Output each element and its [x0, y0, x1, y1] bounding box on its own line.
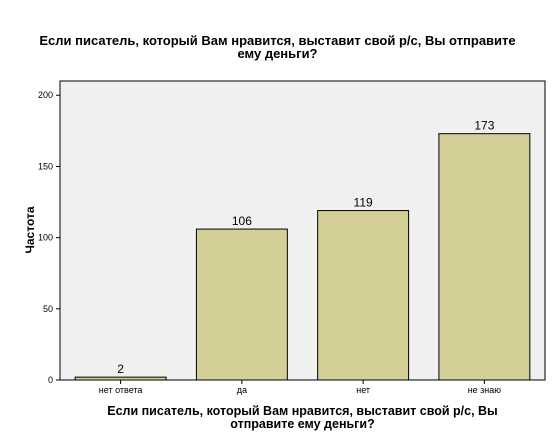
y-tick-label: 50	[43, 304, 53, 314]
bar-value-label: 2	[117, 362, 124, 376]
y-tick-label: 0	[48, 375, 53, 385]
y-tick-label: 100	[38, 233, 53, 243]
x-tick-label: нет	[356, 385, 370, 395]
y-tick-label: 200	[38, 90, 53, 100]
chart-title: Если писатель, который Вам нравится, выс…	[0, 34, 555, 60]
bar-0	[74, 376, 167, 381]
x-tick-label: да	[237, 385, 247, 395]
bar-1	[195, 228, 288, 381]
x-tick-label: не знаю	[468, 385, 502, 395]
bar-value-label: 119	[354, 196, 373, 210]
bar-value-label: 173	[474, 119, 494, 133]
y-axis: 0 50 100 150 200	[38, 90, 60, 385]
bar-value-label: 106	[232, 214, 252, 228]
x-axis-label: Если писатель, который Вам нравится, выс…	[60, 405, 545, 431]
bars: 2 нет ответа 106 да 119 нет 173 не знаю	[74, 119, 531, 395]
chart-title-line-2: ему деньги?	[237, 46, 318, 61]
y-tick-label: 150	[38, 161, 53, 171]
x-axis-label-line-1: Если писатель, который Вам нравится, выс…	[107, 404, 498, 418]
x-tick-label: нет ответа	[99, 385, 143, 395]
chart-title-line-1: Если писатель, который Вам нравится, выс…	[39, 33, 516, 48]
bar-3	[438, 133, 531, 381]
x-axis-label-line-2: отправите ему деньги?	[230, 417, 375, 431]
bar-2	[317, 210, 410, 381]
